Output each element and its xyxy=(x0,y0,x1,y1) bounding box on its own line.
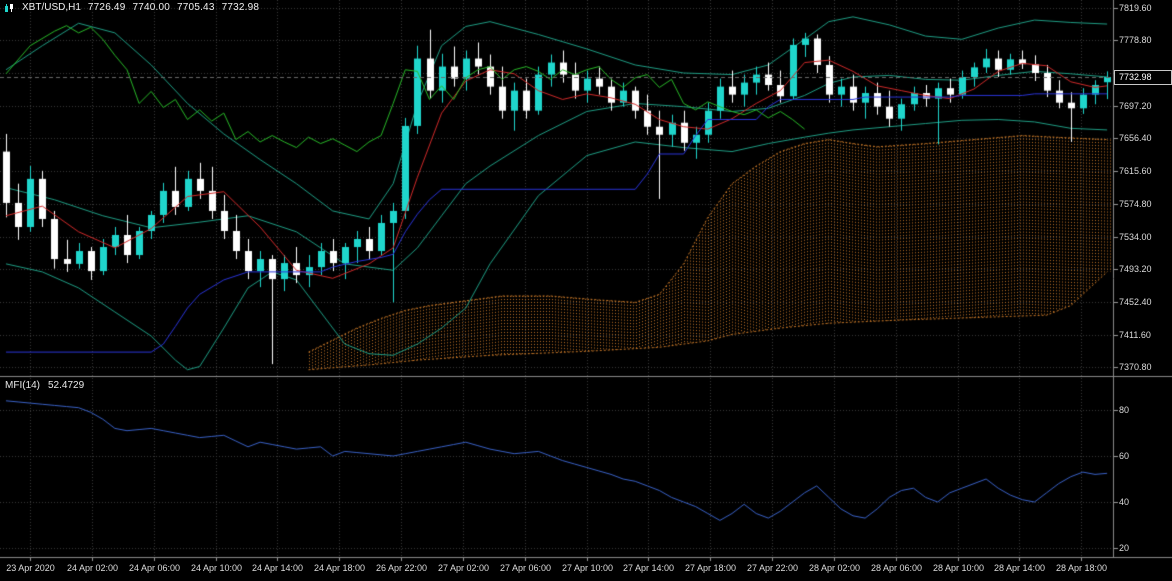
price-axis-label: 7574.80 xyxy=(1119,198,1152,209)
time-axis-label: 28 Apr 10:00 xyxy=(932,563,985,573)
time-axis-label: 27 Apr 18:00 xyxy=(684,563,737,573)
price-axis-label: 7697.20 xyxy=(1119,100,1152,111)
ohlc-open: 7726.49 xyxy=(87,2,126,13)
time-axis-label: 24 Apr 10:00 xyxy=(190,563,243,573)
time-axis-label: 24 Apr 14:00 xyxy=(251,563,304,573)
price-axis-label: 7534.00 xyxy=(1119,231,1152,242)
price-axis-label: 7452.40 xyxy=(1119,297,1152,308)
time-axis-label: 28 Apr 18:00 xyxy=(1055,563,1108,573)
ohlc-low: 7705.43 xyxy=(177,2,215,13)
time-axis-label: 28 Apr 14:00 xyxy=(993,563,1046,573)
price-axis-label: 7411.60 xyxy=(1119,329,1151,340)
mfi-indicator-label: MFI(14) 52.4729 xyxy=(5,380,84,391)
time-axis-label: 27 Apr 06:00 xyxy=(499,563,552,573)
price-axis[interactable]: 7819.60 7778.80 7697.20 7656.40 7615.60 7574.… xyxy=(1114,0,1172,557)
mfi-name-label: MFI(14) xyxy=(5,380,40,391)
price-axis-label: 7778.80 xyxy=(1119,35,1152,46)
mfi-value-label: 52.4729 xyxy=(48,380,85,391)
time-axis-label: 27 Apr 22:00 xyxy=(746,563,799,573)
time-axis-label: 27 Apr 10:00 xyxy=(561,563,614,573)
ohlc-close: 7732.98 xyxy=(221,2,260,13)
price-axis-label: 7819.60 xyxy=(1119,2,1152,13)
chart-icon xyxy=(4,3,15,13)
time-axis-label: 26 Apr 22:00 xyxy=(375,563,428,573)
time-axis-label: 24 Apr 18:00 xyxy=(313,563,366,573)
time-axis-label: 27 Apr 14:00 xyxy=(622,563,675,573)
symbol-ohlc-header: XBT/USD,H1 7726.49 7740.00 7705.43 7732.… xyxy=(4,2,259,13)
time-axis[interactable]: 23 Apr 2020 24 Apr 02:00 24 Apr 06:00 24 Ap… xyxy=(0,562,1113,580)
price-axis-label: 7615.60 xyxy=(1119,166,1152,177)
current-price-tag: 7732.98 xyxy=(1114,70,1172,85)
time-axis-label: 27 Apr 02:00 xyxy=(437,563,490,573)
indicator-axis-label: 20 xyxy=(1119,543,1130,553)
time-axis-label: 24 Apr 02:00 xyxy=(66,563,119,573)
price-axis-label: 7656.40 xyxy=(1119,133,1152,144)
price-axis-label: 7370.80 xyxy=(1119,362,1152,373)
ohlc-high: 7740.00 xyxy=(132,2,171,13)
time-axis-label: 28 Apr 02:00 xyxy=(808,563,861,573)
symbol-label: XBT/USD,H1 xyxy=(22,2,81,13)
price-axis-label: 7493.20 xyxy=(1119,264,1152,275)
indicator-axis-label: 60 xyxy=(1119,451,1130,461)
indicator-axis-label: 40 xyxy=(1119,497,1130,507)
indicator-axis-label: 80 xyxy=(1119,405,1130,415)
time-axis-label: 24 Apr 06:00 xyxy=(128,563,181,573)
time-axis-label: 23 Apr 2020 xyxy=(6,563,55,573)
time-axis-label: 28 Apr 06:00 xyxy=(870,563,923,573)
